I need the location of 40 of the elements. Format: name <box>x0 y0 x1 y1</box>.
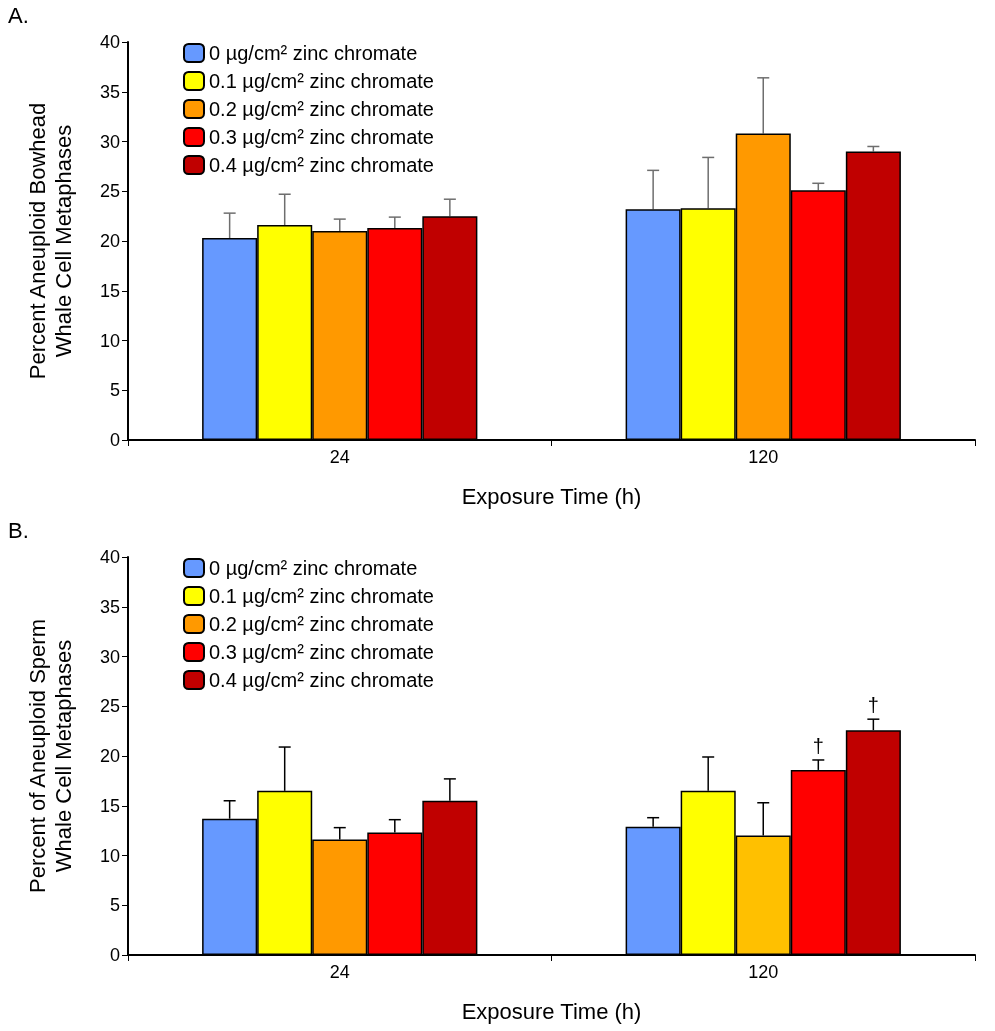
y-axis-title: Percent Aneuploid Bowhead Whale Cell Metaphases <box>24 102 76 380</box>
y-tick-label: 15 <box>99 795 120 816</box>
legend-label: 0 µg/cm² zinc chromate <box>209 557 418 579</box>
x-tick-label: 120 <box>748 962 779 982</box>
y-tick-label: 20 <box>99 746 120 766</box>
legend-label: 0.1 µg/cm² zinc chromate <box>209 70 434 92</box>
legend-label: 0.2 µg/cm² zinc chromate <box>209 98 434 120</box>
x-tick-label: 24 <box>329 447 350 467</box>
y-tick-label: 40 <box>99 547 120 567</box>
chart-title: A. <box>8 2 29 28</box>
y-tick-label: 0 <box>109 430 120 450</box>
x-tick-label: 120 <box>748 447 779 467</box>
y-tick-label: 35 <box>99 81 120 102</box>
x-axis-title: Exposure Time (h) <box>461 998 642 1024</box>
y-tick-label: 25 <box>99 181 120 202</box>
y-tick-label: 5 <box>109 380 120 401</box>
y-tick-label: 10 <box>99 330 120 351</box>
y-tick-label: 35 <box>99 596 120 617</box>
y-tick-label: 30 <box>99 646 120 667</box>
y-axis-title: Percent of Aneuploid Sperm Whale Cell Metaphases <box>24 619 76 893</box>
chart-title: B. <box>8 517 29 543</box>
y-tick-label: 40 <box>99 32 120 52</box>
legend-label: 0.3 µg/cm² zinc chromate <box>209 126 434 148</box>
legend-label: 0 µg/cm² zinc chromate <box>209 42 418 64</box>
y-tick-label: 20 <box>99 231 120 251</box>
y-tick-label: 25 <box>99 696 120 717</box>
legend-label: 0.4 µg/cm² zinc chromate <box>209 154 434 176</box>
legend-label: 0.4 µg/cm² zinc chromate <box>209 669 434 691</box>
data-label: † <box>867 694 879 717</box>
y-tick-label: 30 <box>99 131 120 152</box>
y-tick-label: 5 <box>109 895 120 916</box>
legend-label: 0.3 µg/cm² zinc chromate <box>209 641 434 663</box>
y-tick-label: 15 <box>99 280 120 301</box>
x-tick-label: 24 <box>329 962 350 982</box>
legend-label: 0.2 µg/cm² zinc chromate <box>209 613 434 635</box>
x-axis-title: Exposure Time (h) <box>461 483 642 509</box>
y-tick-label: 10 <box>99 845 120 866</box>
data-label: † <box>812 734 824 757</box>
legend-label: 0.1 µg/cm² zinc chromate <box>209 585 434 607</box>
y-tick-label: 0 <box>109 945 120 965</box>
